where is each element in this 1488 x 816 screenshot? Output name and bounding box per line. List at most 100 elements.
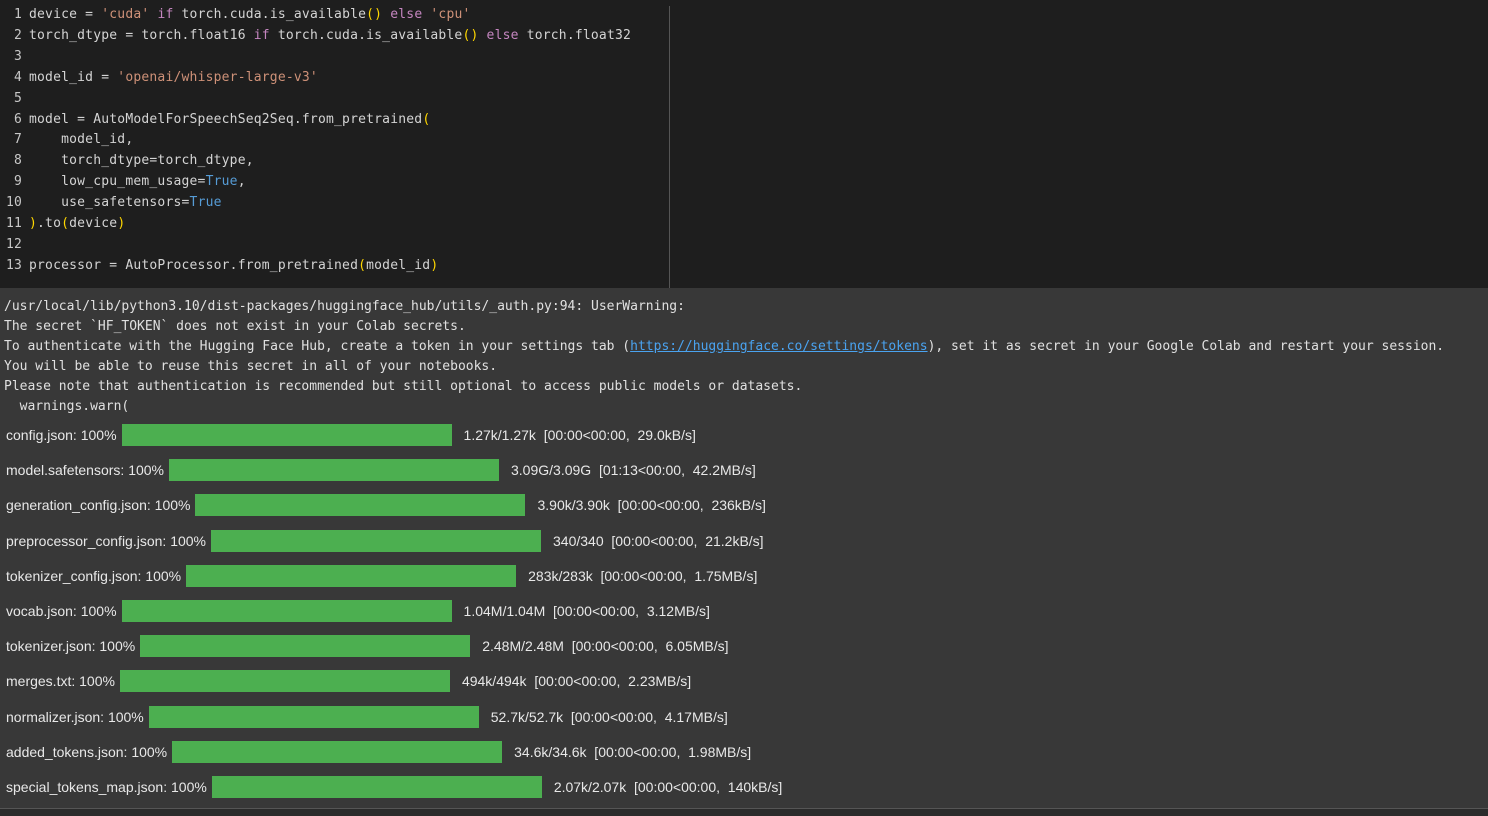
download-row: tokenizer_config.json: 100% 283k/283k [00… [6, 564, 757, 588]
code-token: if [149, 7, 182, 22]
code-line[interactable]: 6 model = AutoModelForSpeechSeq2Seq.from_… [0, 109, 430, 130]
download-row: tokenizer.json: 100% 2.48M/2.48M [00:00<0… [6, 634, 729, 658]
line-number: 3 [13, 48, 22, 64]
code-token: low_cpu_mem_usage= [29, 174, 206, 190]
output-line: You will be able to reuse this secret in… [4, 359, 498, 374]
progress-fill [121, 424, 452, 446]
progress-fill [186, 564, 517, 587]
download-row: normalizer.json: 100% 52.7k/52.7k [00:00<… [6, 705, 728, 729]
code-line[interactable]: 9 low_cpu_mem_usage=True, [0, 171, 246, 192]
progress-fill [211, 529, 542, 552]
line-number: 4 [13, 69, 22, 85]
percent: 100% [80, 603, 117, 619]
file-name: preprocessor_config.json: [6, 532, 167, 549]
code-token: processor = AutoProcessor.from_pretraine… [29, 257, 359, 273]
code-token: device = [29, 7, 102, 22]
download-row: generation_config.json: 100% 3.90k/3.90k … [6, 493, 766, 517]
code-token: torch_dtype = torch.float16 [29, 27, 254, 43]
code-token: () [366, 7, 383, 22]
percent: 100% [131, 743, 168, 760]
line-number: 7 [13, 132, 22, 148]
download-stats: 2.48M/2.48M [00:00<00:00, 6.05MB/s] [482, 638, 729, 655]
download-stats: 1.27k/1.27k [00:00<00:00, 29.0kB/s] [463, 427, 696, 443]
file-name: merges.txt: [6, 673, 76, 690]
code-token: torch.cuda.is_available [269, 27, 463, 43]
file-name: special_tokens_map.json: [6, 779, 168, 795]
code-line[interactable]: 8 torch_dtype=torch_dtype, [0, 150, 254, 171]
output-line: warnings.warn( [4, 399, 130, 414]
code-token: ) [117, 216, 126, 231]
progress-fill [195, 494, 526, 517]
download-stats: 283k/283k [00:00<00:00, 1.75MB/s] [528, 567, 758, 584]
percent: 100% [80, 427, 117, 443]
code-token: 'cuda' [101, 7, 150, 22]
output-line: /usr/local/lib/python3.10/dist-packages/… [4, 299, 693, 314]
progress-fill [121, 600, 452, 622]
code-line[interactable]: 5 [0, 88, 29, 109]
code-token: model = AutoModelForSpeechSeq2Seq.from_p… [29, 111, 423, 127]
progress-bar [211, 776, 542, 798]
code-line[interactable]: 7 model_id, [0, 129, 133, 150]
download-row: merges.txt: 100% 494k/494k [00:00<00:00, … [6, 669, 691, 693]
progress-fill [140, 635, 471, 658]
code-token: device [69, 216, 118, 231]
download-stats: 1.04M/1.04M [00:00<00:00, 3.12MB/s] [463, 603, 710, 619]
file-name: tokenizer.json: [6, 638, 96, 655]
download-row: added_tokens.json: 100% 34.6k/34.6k [00:0… [6, 740, 751, 764]
percent: 100% [170, 532, 207, 549]
line-number: 11 [5, 216, 22, 231]
code-line[interactable]: 1 device = 'cuda' if torch.cuda.is_availa… [0, 4, 471, 25]
line-number: 2 [13, 27, 22, 43]
file-name: config.json: [6, 427, 77, 443]
file-name: vocab.json: [6, 603, 77, 619]
tokens-link[interactable]: https://huggingface.co/settings/tokens [630, 339, 928, 354]
file-name: added_tokens.json: [6, 743, 128, 760]
line-number: 8 [13, 153, 22, 169]
code-token: .to [37, 216, 62, 231]
output-line: Please note that authentication is recom… [4, 379, 803, 394]
download-row: vocab.json: 100% 1.04M/1.04M [00:00<00:00… [6, 599, 710, 623]
progress-bar [211, 529, 542, 552]
download-row: special_tokens_map.json: 100% 2.07k/2.07k… [6, 775, 782, 799]
code-token: 'cpu' [430, 7, 471, 22]
progress-bar [121, 600, 452, 622]
progress-fill [211, 776, 542, 798]
code-token: torch.float32 [526, 27, 632, 43]
code-token: True [205, 174, 238, 190]
code-line[interactable]: 10 use_safetensors=True [0, 192, 222, 213]
percent: 100% [99, 638, 136, 655]
file-name: generation_config.json: [6, 497, 151, 514]
code-line[interactable]: 11).to(device) [0, 213, 125, 234]
code-line[interactable]: 4 model_id = 'openai/whisper-large-v3' [0, 67, 318, 88]
progress-bar [121, 424, 452, 446]
editor-ruler [669, 6, 670, 288]
percent: 100% [154, 497, 191, 514]
download-stats: 340/340 [00:00<00:00, 21.2kB/s] [553, 532, 764, 549]
code-line[interactable]: 13 processor = AutoProcessor.from_pretrai… [0, 255, 438, 276]
output-line: To authenticate with the Hugging Face Hu… [4, 339, 631, 354]
code-editor[interactable]: 1 device = 'cuda' if torch.cuda.is_availa… [0, 0, 1488, 288]
progress-fill [172, 740, 503, 763]
code-token: model_id [366, 257, 431, 273]
code-line[interactable]: 12 [0, 234, 29, 255]
download-stats: 3.90k/3.90k [00:00<00:00, 236kB/s] [537, 497, 766, 514]
code-token: True [189, 195, 222, 211]
line-number: 12 [5, 236, 22, 252]
code-token: ( [61, 216, 70, 231]
percent: 100% [79, 673, 115, 690]
download-row: config.json: 100% 1.27k/1.27k [00:00<00:0… [6, 423, 696, 447]
code-token: , [237, 174, 246, 190]
code-line[interactable]: 2 torch_dtype = torch.float16 if torch.cu… [0, 25, 631, 46]
output-line: The secret `HF_TOKEN` does not exist in … [4, 319, 466, 334]
line-number: 9 [13, 174, 22, 190]
percent: 100% [145, 567, 182, 584]
code-token: else [382, 7, 431, 22]
code-token: model_id, [29, 132, 134, 148]
code-token: ) [430, 257, 439, 273]
progress-bar [195, 494, 526, 517]
progress-bar [186, 564, 517, 587]
code-line[interactable]: 3 [0, 46, 29, 67]
code-token: else [478, 27, 527, 43]
file-name: normalizer.json: [6, 708, 105, 725]
file-name: model.safetensors: [6, 462, 125, 479]
